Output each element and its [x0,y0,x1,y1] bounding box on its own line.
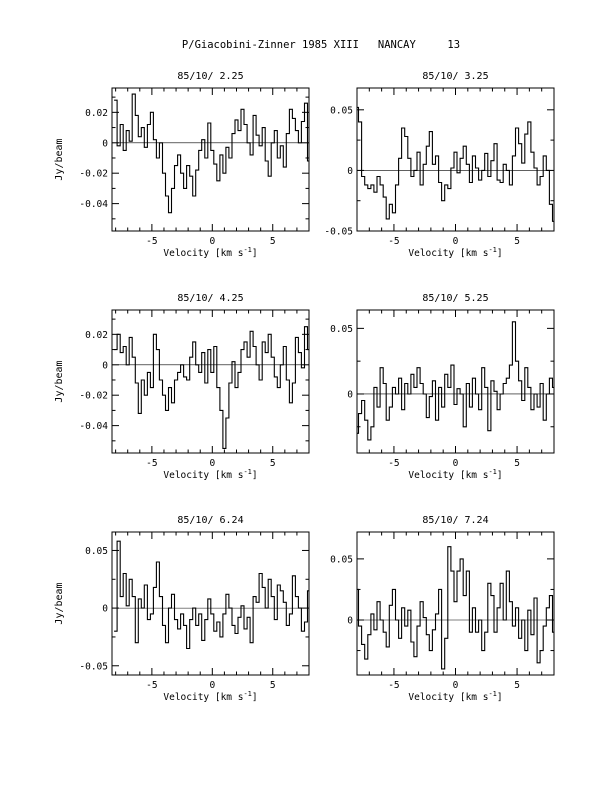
spectrum-line [114,326,309,449]
spectrum-line [114,93,309,214]
plot-frame [356,531,555,676]
spectrum-panel-1: 85/10/ 2.25 -5 0 5 0.02 0 -0.02 -0.04 Velocity [… [54,71,310,259]
y-tick-label: 0 [347,389,353,400]
spectrum-panel-5: 85/10/ 6.24 -5 0 5 0.05 0 -0.05 Velocity [km s-… [54,515,310,703]
panel-grid: 85/10/ 2.25 -5 0 5 0.02 0 -0.02 -0.04 Velocity [… [54,71,555,703]
x-axis-label-bracket: ] [252,248,258,259]
y-tick-label: 0.02 [85,108,108,119]
plot-frame [111,87,310,232]
y-tick-label: 0 [102,604,108,615]
y-tick-label: -0.05 [324,227,353,238]
y-tick-label: 0 [347,166,353,177]
x-tick-label: -5 [388,680,399,691]
x-tick-label: 5 [270,236,276,247]
y-axis-label: Jy/beam [54,138,65,180]
y-axis-label: Jy/beam [54,360,65,402]
x-axis-label-bracket: ] [497,248,503,259]
y-tick-label: -0.05 [79,661,108,672]
y-tick-label: -0.04 [79,421,108,432]
x-tick-label: -5 [146,458,157,469]
x-axis-label-text: Velocity [km s [408,470,488,481]
x-axis-label-exponent: -1 [243,468,251,476]
page-title: P/Giacobini-Zinner 1985 XIII NANCAY 13 [182,39,460,51]
y-tick-label: 0.05 [330,105,353,116]
plot-frame [111,309,310,454]
x-axis-label-bracket: ] [252,470,258,481]
panel-title: 85/10/ 7.24 [422,515,488,526]
x-axis-label-text: Velocity [km s [163,692,243,703]
x-axis-label-exponent: -1 [488,690,496,698]
y-tick-label: -0.04 [79,199,108,210]
panel-title: 85/10/ 6.24 [177,515,243,526]
x-axis-label-text: Velocity [km s [163,248,243,259]
x-axis-label-exponent: -1 [488,246,496,254]
x-axis-label-text: Velocity [km s [408,692,488,703]
panel-title: 85/10/ 4.25 [177,293,243,304]
spectrum-line [357,321,554,441]
y-axis-label: Jy/beam [54,582,65,624]
panel-title: 85/10/ 3.25 [422,71,488,82]
y-tick-label: 0.02 [85,330,108,341]
x-axis-label-text: Velocity [km s [408,248,488,259]
x-axis-label: Velocity [km s-1] [408,690,502,703]
panel-title: 85/10/ 5.25 [422,293,488,304]
x-tick-label: 0 [209,680,215,691]
x-tick-label: 0 [453,680,459,691]
x-tick-label: 0 [209,458,215,469]
spectrum-line [357,546,554,670]
x-tick-label: 0 [453,458,459,469]
y-tick-label: 0.05 [330,554,353,565]
x-tick-label: -5 [388,236,399,247]
x-tick-label: 5 [270,680,276,691]
x-axis-label-bracket: ] [497,692,503,703]
x-axis-label: Velocity [km s-1] [163,690,257,703]
x-tick-label: 5 [270,458,276,469]
x-tick-label: -5 [146,236,157,247]
spectrum-panel-3: 85/10/ 4.25 -5 0 5 0.02 0 -0.02 -0.04 Velocity [… [54,293,310,481]
y-tick-label: 0.05 [85,546,108,557]
x-axis-label-exponent: -1 [243,246,251,254]
x-axis-label-text: Velocity [km s [163,470,243,481]
spectrum-panel-2: 85/10/ 3.25 -5 0 5 0.05 0 -0.05 Velocity [km s-… [324,71,555,259]
y-tick-label: 0.05 [330,324,353,335]
x-axis-label: Velocity [km s-1] [163,246,257,259]
y-tick-label: 0 [347,616,353,627]
x-axis-label: Velocity [km s-1] [163,468,257,481]
x-tick-label: 5 [514,680,520,691]
panel-title: 85/10/ 2.25 [177,71,243,82]
x-tick-label: -5 [388,458,399,469]
x-axis-label-bracket: ] [497,470,503,481]
y-tick-label: -0.02 [79,169,108,180]
x-tick-label: 0 [209,236,215,247]
x-tick-label: 0 [453,236,459,247]
x-axis-label-exponent: -1 [488,468,496,476]
x-axis-label-exponent: -1 [243,690,251,698]
x-tick-label: 5 [514,458,520,469]
y-tick-label: 0 [102,138,108,149]
spectrum-line [114,540,309,650]
x-tick-label: -5 [146,680,157,691]
x-axis-label: Velocity [km s-1] [408,468,502,481]
y-tick-label: 0 [102,360,108,371]
x-axis-label: Velocity [km s-1] [408,246,502,259]
plot-frame [111,531,310,676]
x-tick-label: 5 [514,236,520,247]
y-tick-label: -0.02 [79,391,108,402]
spectrum-line [357,106,554,222]
x-axis-label-bracket: ] [252,692,258,703]
